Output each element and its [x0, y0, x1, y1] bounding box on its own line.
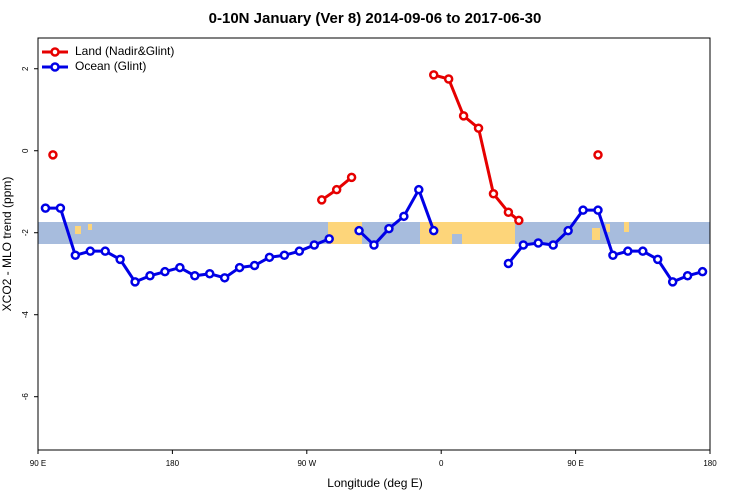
data-point — [70, 250, 81, 261]
data-point — [48, 150, 58, 160]
data-point — [652, 254, 663, 265]
x-tick-label: 180 — [166, 459, 180, 468]
data-point — [623, 246, 633, 256]
data-point — [473, 123, 484, 133]
data-point — [249, 260, 260, 271]
y-tick-label: -4 — [21, 311, 30, 319]
data-point — [488, 189, 499, 199]
x-tick-label: 90 W — [297, 459, 316, 468]
data-point — [346, 172, 357, 183]
data-point — [354, 225, 364, 236]
data-point — [294, 246, 305, 256]
legend-marker — [50, 47, 60, 57]
y-tick-label: -2 — [21, 229, 30, 237]
data-point — [697, 266, 708, 277]
data-point — [55, 203, 66, 213]
data-point — [667, 277, 678, 287]
data-point — [384, 223, 394, 234]
data-point — [443, 74, 454, 84]
data-point — [593, 150, 603, 160]
data-point — [85, 246, 96, 256]
data-point — [428, 70, 439, 80]
y-axis-title: XCO2 - MLO trend (ppm) — [0, 177, 14, 312]
x-tick-label: 180 — [703, 459, 717, 468]
data-point — [414, 184, 424, 195]
data-point — [514, 215, 524, 226]
x-tick-label: 90 E — [30, 459, 46, 468]
data-point — [324, 234, 334, 244]
x-tick-label: 90 E — [567, 459, 583, 468]
data-point — [518, 240, 529, 250]
data-point — [175, 262, 185, 273]
legend-label: Land (Nadir&Glint) — [75, 44, 174, 58]
series-line — [322, 75, 598, 221]
data-point — [369, 240, 379, 250]
data-point — [399, 211, 409, 222]
data-point — [638, 246, 648, 256]
y-tick-label: -6 — [21, 393, 30, 401]
data-point — [608, 250, 618, 261]
data-point — [130, 277, 140, 287]
x-axis-title: Longitude (deg E) — [327, 476, 422, 490]
x-tick-label: 0 — [439, 459, 444, 468]
data-point — [145, 271, 155, 281]
data-point — [593, 205, 603, 215]
chart-title: 0-10N January (Ver 8) 2014-09-06 to 2017… — [209, 10, 542, 27]
data-point — [503, 207, 514, 217]
data-point — [219, 273, 230, 283]
data-point — [100, 246, 110, 256]
data-point — [264, 252, 275, 263]
data-point — [563, 225, 573, 236]
data-point — [331, 184, 342, 195]
data-point — [279, 250, 290, 261]
data-point — [115, 254, 125, 265]
data-point — [316, 195, 327, 205]
data-point — [160, 266, 170, 277]
data-point — [309, 240, 320, 250]
data-point — [533, 238, 544, 248]
y-tick-label: 0 — [21, 148, 30, 153]
plot-frame — [37, 37, 711, 451]
data-point — [503, 258, 514, 269]
data-point — [204, 268, 215, 279]
data-point — [428, 225, 439, 236]
data-point — [682, 271, 693, 281]
data-point — [458, 111, 469, 121]
data-point — [40, 203, 51, 213]
legend-marker — [50, 62, 60, 72]
map-band — [38, 222, 710, 244]
data-point — [190, 271, 200, 281]
data-point — [548, 240, 558, 250]
legend-label: Ocean (Glint) — [75, 59, 146, 73]
data-point — [578, 205, 588, 215]
y-tick-label: 2 — [21, 66, 30, 71]
data-point — [234, 262, 245, 273]
